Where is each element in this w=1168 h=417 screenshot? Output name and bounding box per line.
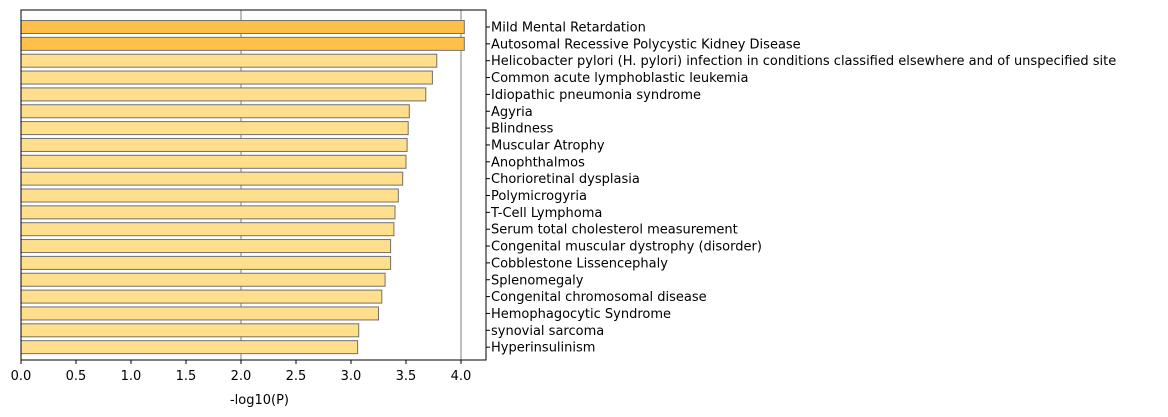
- bar: [20, 36, 465, 51]
- category-label: Hemophagocytic Syndrome: [491, 307, 671, 322]
- x-tick-label: 4.0: [451, 369, 472, 384]
- x-tick-label: 1.0: [121, 369, 142, 384]
- bar: [20, 239, 392, 254]
- bar: [20, 188, 399, 203]
- category-label: Serum total cholesterol measurement: [491, 223, 738, 238]
- bar: [20, 70, 433, 85]
- bar: [20, 20, 465, 34]
- x-tick-label: 2.0: [231, 369, 252, 384]
- bar: [20, 53, 438, 68]
- bar: [20, 306, 379, 321]
- category-label: synovial sarcoma: [491, 324, 604, 339]
- category-label: Splenomegaly: [491, 273, 584, 288]
- x-tick-label: 1.5: [176, 369, 197, 384]
- bar: [20, 323, 360, 338]
- category-label: Polymicrogyria: [491, 189, 587, 204]
- x-tick-label: 3.5: [396, 369, 417, 384]
- bar: [20, 340, 359, 355]
- category-label: Hyperinsulinism: [491, 341, 595, 356]
- category-label: Muscular Atrophy: [491, 138, 605, 153]
- bar: [20, 104, 410, 119]
- bars: [20, 20, 465, 355]
- plot-frame: [20, 9, 487, 361]
- category-label: Blindness: [491, 122, 554, 137]
- category-label: Idiopathic pneumonia syndrome: [491, 88, 701, 103]
- category-label: Cobblestone Lissencephaly: [491, 256, 668, 271]
- bar: [20, 272, 386, 287]
- category-label: Mild Mental Retardation: [491, 21, 646, 36]
- category-label: T-Cell Lymphoma: [490, 206, 602, 221]
- category-label: Chorioretinal dysplasia: [491, 172, 640, 187]
- category-label: Congenital chromosomal disease: [491, 290, 707, 305]
- category-label: Agyria: [491, 105, 533, 120]
- bar: [20, 289, 383, 304]
- bar: [20, 205, 396, 220]
- bar: [20, 121, 409, 136]
- x-tick-label: 2.5: [286, 369, 307, 384]
- x-axis-label: -log10(P): [230, 393, 289, 408]
- bar: [20, 87, 427, 102]
- x-tick-label: 3.0: [341, 369, 362, 384]
- bar: [20, 171, 404, 186]
- category-label: Anophthalmos: [491, 155, 585, 170]
- x-tick-label: 0.0: [11, 369, 32, 384]
- bar: [20, 154, 407, 169]
- x-axis-ticks: 0.0 0.5 1.0 1.5 2.0 2.5 3.0 3.5 4.0: [11, 360, 472, 384]
- category-label: Congenital muscular dystrophy (disorder): [491, 240, 762, 255]
- bar: [20, 222, 395, 237]
- bar: [20, 137, 408, 152]
- bar: [20, 255, 392, 270]
- category-label: Common acute lymphoblastic leukemia: [491, 71, 748, 86]
- x-tick-label: 0.5: [66, 369, 87, 384]
- category-label: Autosomal Recessive Polycystic Kidney Di…: [491, 37, 801, 52]
- category-label: Helicobacter pylori (H. pylori) infectio…: [491, 54, 1116, 69]
